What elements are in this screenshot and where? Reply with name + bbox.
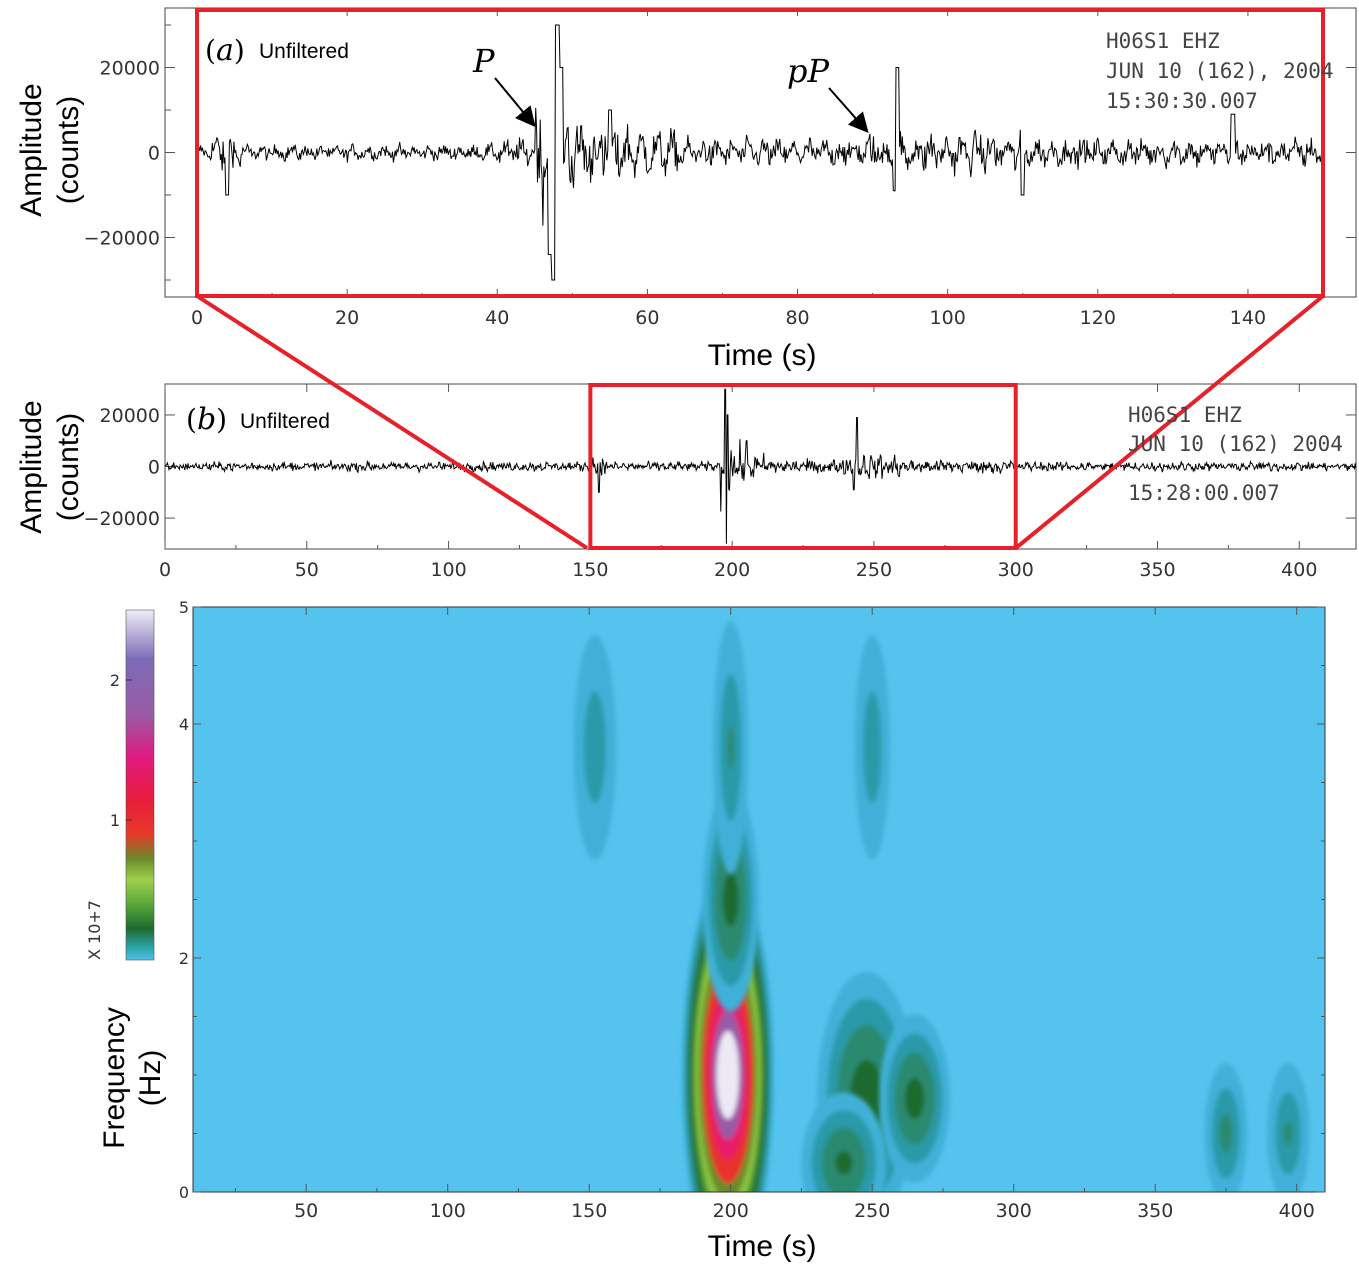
panel-a-xtick-label: 0	[191, 307, 203, 329]
panel-a-xtick-label: 40	[485, 307, 509, 329]
panel-b-xtick-label: 350	[1139, 559, 1175, 581]
spectrogram-xtick-label: 100	[430, 1200, 466, 1222]
panel-a-ticks: 0 20 40 60 80 100 120 140 20000 0 −20000	[84, 8, 1356, 329]
panel-b-xtick-label: 150	[572, 559, 608, 581]
panel-a-ylabel-line1: Amplitude	[15, 83, 48, 216]
spectrogram-xtick-label: 250	[854, 1200, 890, 1222]
panel-b-xtick-label: 0	[159, 559, 171, 581]
zoom-connector-right	[1014, 294, 1325, 550]
p-phase-label: P	[472, 42, 495, 80]
panel-a-xlabel: Time (s)	[708, 339, 817, 372]
colorbar-scale-label: X 10+7	[85, 900, 104, 960]
spectrogram-contour	[905, 1077, 925, 1119]
pp-phase-label: pP	[787, 52, 829, 90]
panel-b-xtick-label: 400	[1281, 559, 1317, 581]
spectrogram-ytick-label: 2	[179, 949, 189, 968]
panel-b-waveform	[164, 388, 1357, 544]
spectrogram-xtick-label: 200	[713, 1200, 749, 1222]
pp-phase-arrow	[828, 87, 869, 134]
colorbar-ticks: 12	[110, 671, 132, 830]
spectrogram-ylabel-line2: (Hz)	[134, 1050, 167, 1107]
spectrogram-peak	[1266, 1063, 1310, 1192]
panel-b-xtick-label: 50	[295, 559, 319, 581]
spectrogram-peak	[1204, 1063, 1248, 1192]
panel-a-station-line3: 15:30:30.007	[1106, 89, 1258, 113]
panel-b-ytick-label: 20000	[100, 405, 160, 427]
panel-b-ytick-label: 0	[148, 457, 160, 479]
spectrogram-peak	[879, 1014, 951, 1183]
panel-b-ticks: 0 50 100 150 200 250 300 350 400 20000 0 −20000	[84, 384, 1356, 581]
spectrogram-ytick-label: 5	[179, 598, 189, 617]
panel-a-ytick-label: 20000	[100, 58, 160, 80]
spectrogram-contour	[727, 726, 735, 769]
panel-a-xtick-label: 140	[1230, 307, 1266, 329]
spectrogram-xtick-label: 150	[571, 1200, 607, 1222]
panel-a-xtick-label: 80	[785, 307, 809, 329]
panel-a-xtick-label: 100	[930, 307, 966, 329]
panel-a-xtick-label: 20	[335, 307, 359, 329]
p-phase-arrow	[494, 77, 536, 128]
panel-a-waveform	[196, 24, 1323, 281]
panel-b-xtick-label: 250	[856, 559, 892, 581]
spectrogram-peak	[702, 787, 759, 1012]
colorbar	[125, 609, 155, 961]
spectrogram-contour	[583, 691, 606, 804]
panel-b-xtick-label: 200	[714, 559, 750, 581]
panel-b-station-line1: H06S1 EHZ	[1128, 403, 1242, 427]
spectrogram-contour	[722, 872, 739, 927]
colorbar-tick-label: 2	[110, 671, 120, 690]
spectrogram-contour	[1283, 1121, 1293, 1146]
spectrogram-xtick-label: 350	[1137, 1200, 1173, 1222]
panel-b-station-line3: 15:28:00.007	[1128, 481, 1280, 505]
spectrogram-contour	[1219, 1113, 1233, 1154]
panel-b-ylabel-line2: (counts)	[52, 413, 85, 521]
panel-a-filter-label: Unfiltered	[259, 40, 349, 63]
spectrogram-peak	[713, 621, 749, 874]
panel-b-highlight-box	[588, 383, 1018, 550]
panel-b-ylabel-line1: Amplitude	[15, 400, 48, 533]
spectrogram-xtick-label: 300	[996, 1200, 1032, 1222]
panel-a-xtick-label: 120	[1080, 307, 1116, 329]
spectrogram-ylabel-line1: Frequency	[98, 1007, 131, 1149]
panel-a-label: (a)	[205, 33, 245, 68]
spectrogram-ticks: 50 100 150 200 250 300 350 400 0 2 4 5	[179, 598, 1325, 1222]
panel-a-ylabel-line2: (counts)	[52, 96, 85, 204]
panel-b-ytick-label: −20000	[84, 508, 160, 530]
panel-b-xtick-label: 300	[998, 559, 1034, 581]
panel-a-station-line2: JUN 10 (162), 2004	[1106, 59, 1334, 83]
panel-b-filter-label: Unfiltered	[240, 410, 330, 433]
panel-a-station-line1: H06S1 EHZ	[1106, 29, 1220, 53]
colorbar-tick-label: 1	[110, 811, 120, 830]
spectrogram-contour	[716, 1030, 740, 1120]
panel-a-highlight-box	[195, 8, 1325, 298]
spectrogram-xlabel: Time (s)	[708, 1230, 817, 1263]
spectrogram-ytick-label: 4	[179, 715, 189, 734]
zoom-connector-left	[195, 294, 589, 550]
spectrogram-contour	[863, 691, 882, 804]
spectrogram-contour	[835, 1151, 853, 1175]
panel-a-seismogram: 0 20 40 60 80 100 120 140 20000 0 −20000 (a) Unfil…	[15, 7, 1357, 372]
spectrogram-energy	[573, 621, 1310, 1192]
panel-a-xtick-label: 60	[635, 307, 659, 329]
panel-a-ytick-label: 0	[148, 143, 160, 165]
spectrogram-peak	[801, 1092, 887, 1192]
panel-b-station-line2: JUN 10 (162) 2004	[1128, 432, 1343, 456]
spectrogram-ytick-label: 0	[179, 1183, 189, 1202]
panel-a-ytick-label: −20000	[84, 228, 160, 250]
spectrogram-peak	[854, 635, 890, 860]
spectrogram-xtick-label: 50	[294, 1200, 318, 1222]
spectrogram-peak	[573, 635, 617, 860]
spectrogram-xtick-label: 400	[1279, 1200, 1315, 1222]
panel-b-label: (b)	[186, 402, 227, 437]
panel-b-xtick-label: 100	[430, 559, 466, 581]
